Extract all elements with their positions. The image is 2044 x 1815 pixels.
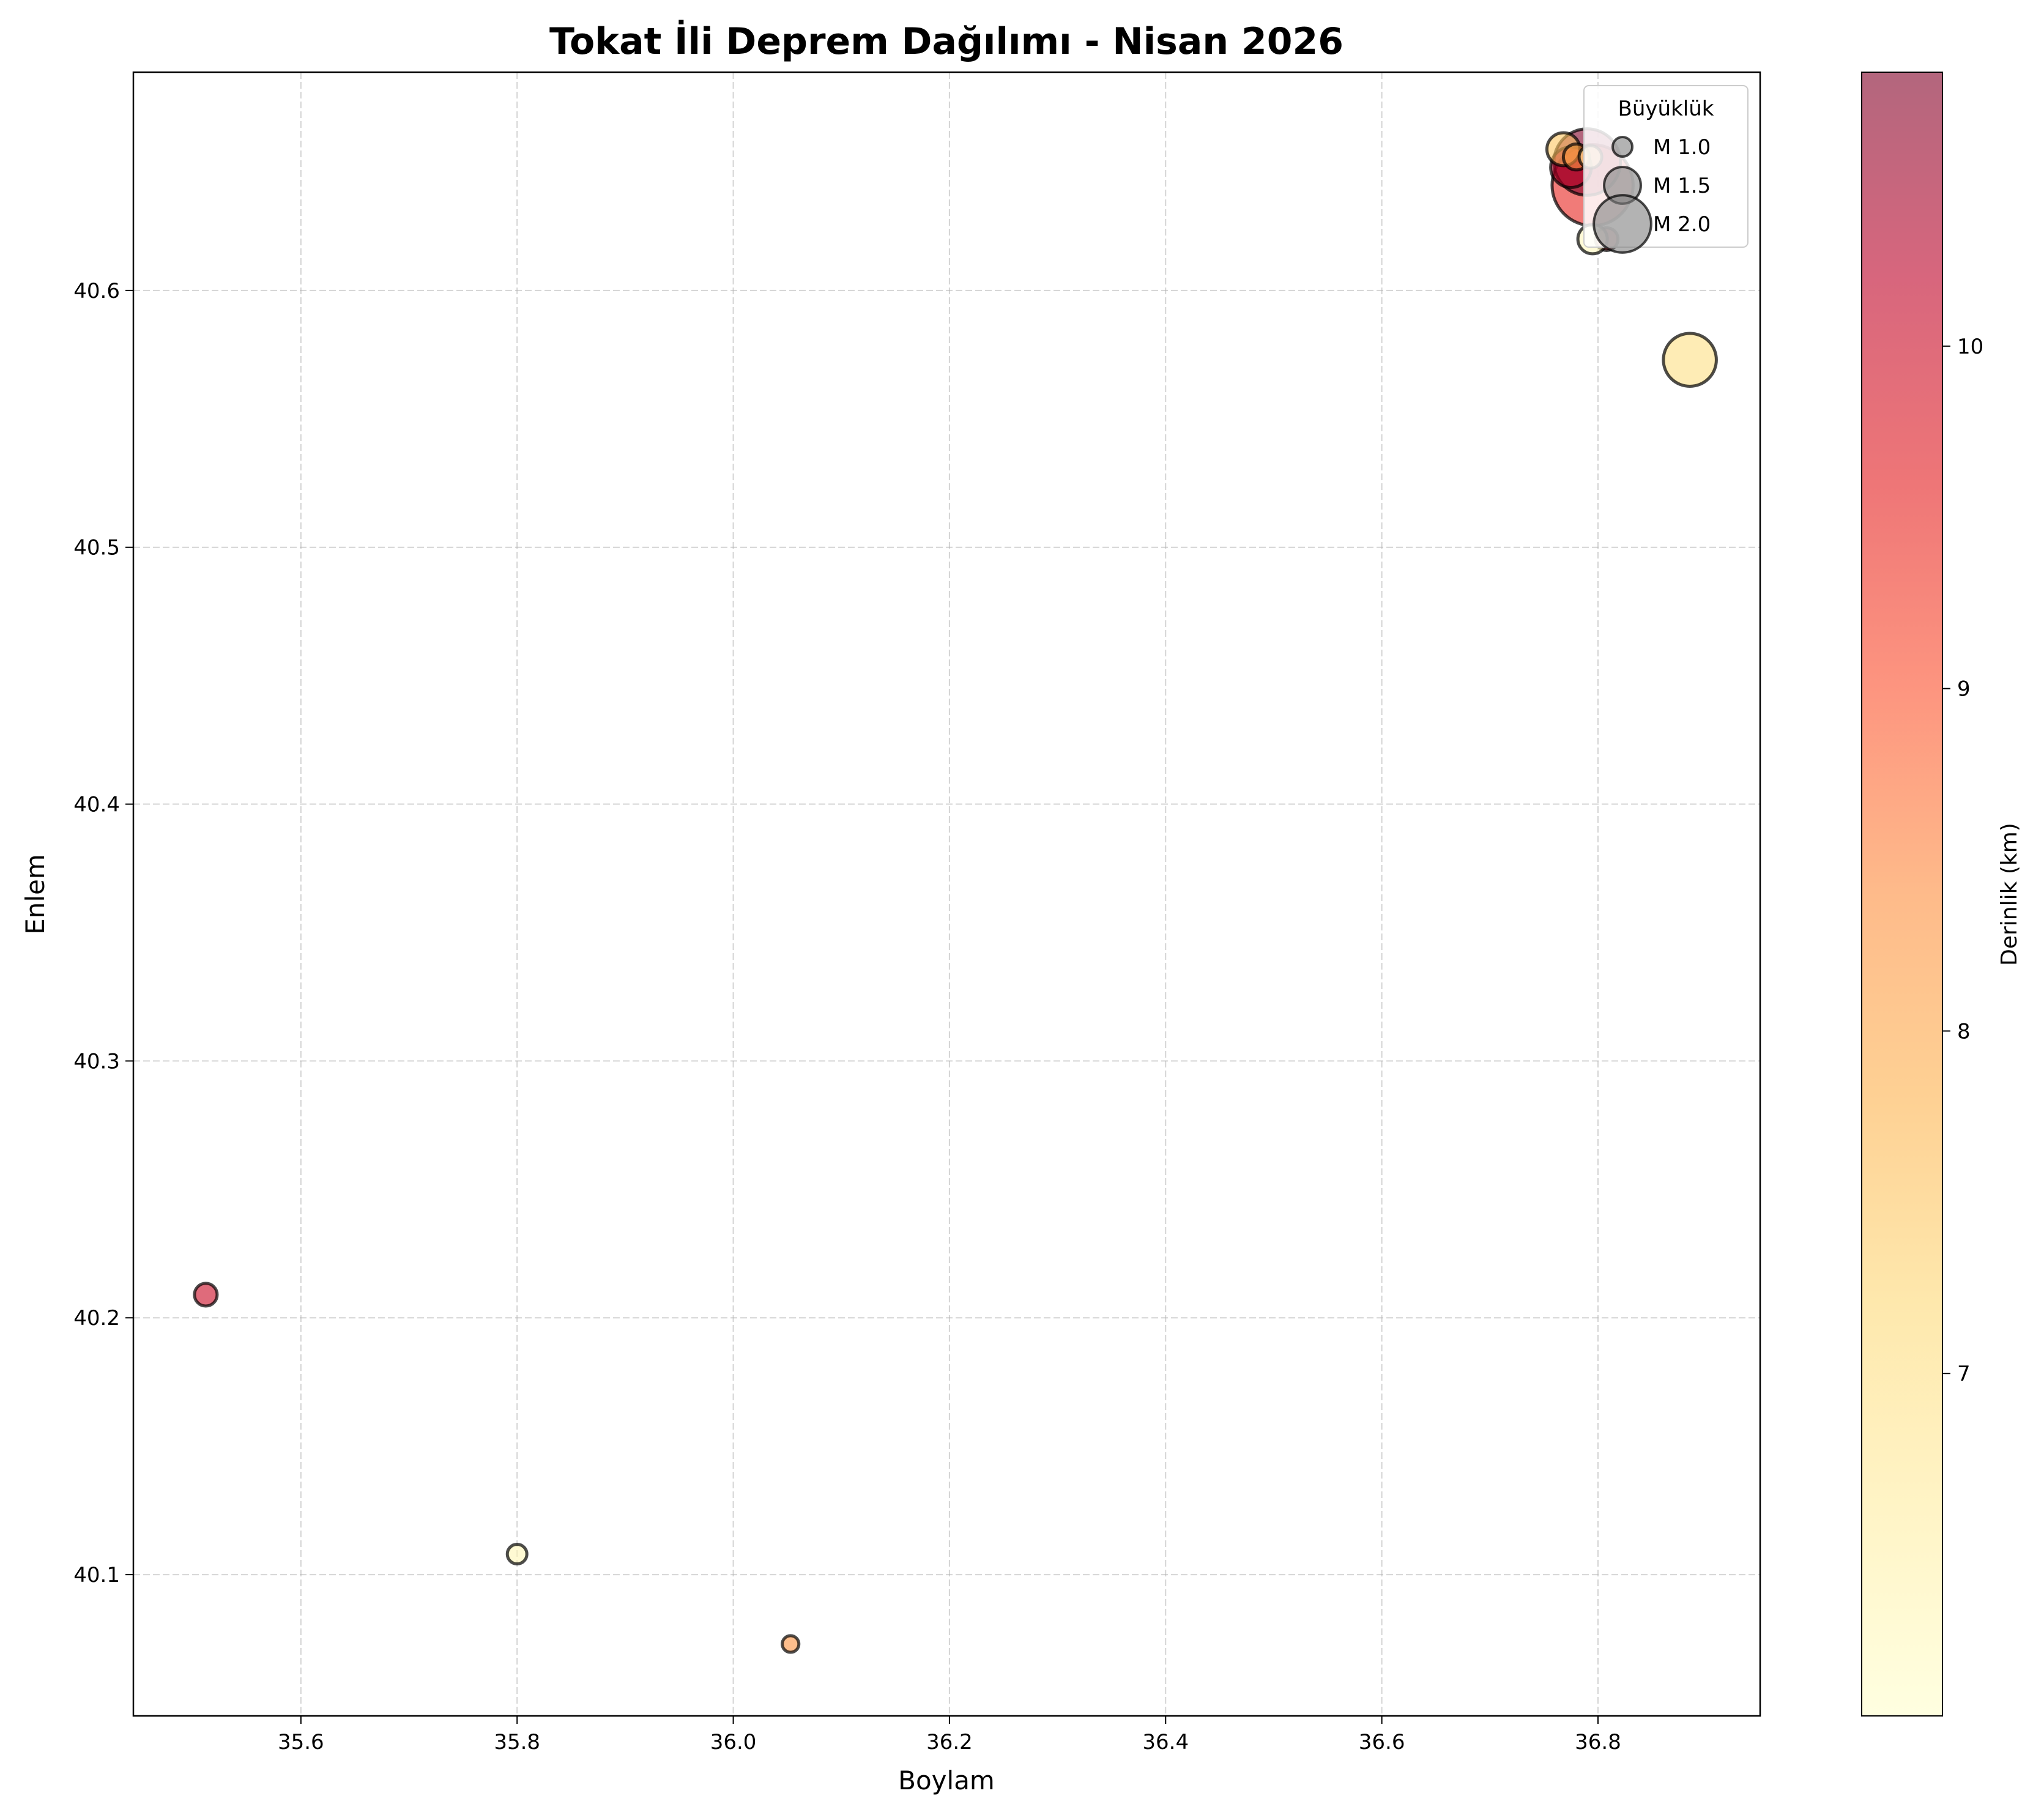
colorbar-frame — [1861, 72, 1943, 1717]
colorbar-title: Derinlik (km) — [1997, 823, 2022, 966]
earthquake-point — [193, 1282, 219, 1308]
colorbar-tick-label: 9 — [1957, 677, 1971, 702]
y-tick-label: 40.2 — [73, 1306, 120, 1331]
x-tick-label: 36.0 — [710, 1730, 757, 1754]
grid — [133, 72, 1760, 1716]
legend-title: Büyüklük — [1618, 97, 1714, 121]
colorbar-tick-label: 8 — [1957, 1019, 1971, 1044]
x-tick-label: 35.8 — [494, 1730, 540, 1754]
colorbar-tick-label: 7 — [1957, 1362, 1971, 1386]
data-points — [193, 127, 1718, 1654]
chart-title: Tokat İli Deprem Dağılımı - Nisan 2026 — [549, 19, 1343, 63]
y-tick-label: 40.4 — [73, 793, 120, 817]
x-tick-label: 36.2 — [926, 1730, 973, 1754]
y-tick-label: 40.6 — [73, 279, 120, 303]
legend-label: M 1.5 — [1653, 174, 1711, 198]
legend-marker — [1611, 136, 1633, 158]
y-ticks: 40.1 40.2 40.3 40.4 40.5 40.6 — [73, 279, 133, 1587]
colorbar — [1862, 72, 1942, 1716]
legend: Büyüklük M 1.0 M 1.5 M 2.0 — [1583, 85, 1749, 254]
legend-marker — [1592, 194, 1652, 254]
plot-frame — [132, 71, 1761, 1717]
x-tick-label: 36.4 — [1142, 1730, 1189, 1754]
legend-label: M 2.0 — [1653, 212, 1711, 237]
colorbar-tick-label: 10 — [1957, 335, 1983, 359]
colorbar-ticks: 7 8 9 10 — [1942, 335, 1983, 1386]
x-axis-title: Boylam — [898, 1765, 995, 1795]
y-tick-label: 40.5 — [73, 536, 120, 560]
x-ticks: 35.6 35.8 36.0 36.2 36.4 36.6 36.8 — [278, 1716, 1621, 1754]
earthquake-point — [781, 1634, 801, 1654]
earthquake-point — [505, 1542, 529, 1565]
x-tick-label: 36.8 — [1575, 1730, 1621, 1754]
y-tick-label: 40.1 — [73, 1563, 120, 1587]
x-tick-label: 36.6 — [1359, 1730, 1405, 1754]
y-axis-title: Enlem — [20, 854, 50, 935]
earthquake-point — [1662, 332, 1718, 388]
y-tick-label: 40.3 — [73, 1049, 120, 1074]
legend-label: M 1.0 — [1653, 135, 1711, 160]
x-tick-label: 35.6 — [278, 1730, 324, 1754]
